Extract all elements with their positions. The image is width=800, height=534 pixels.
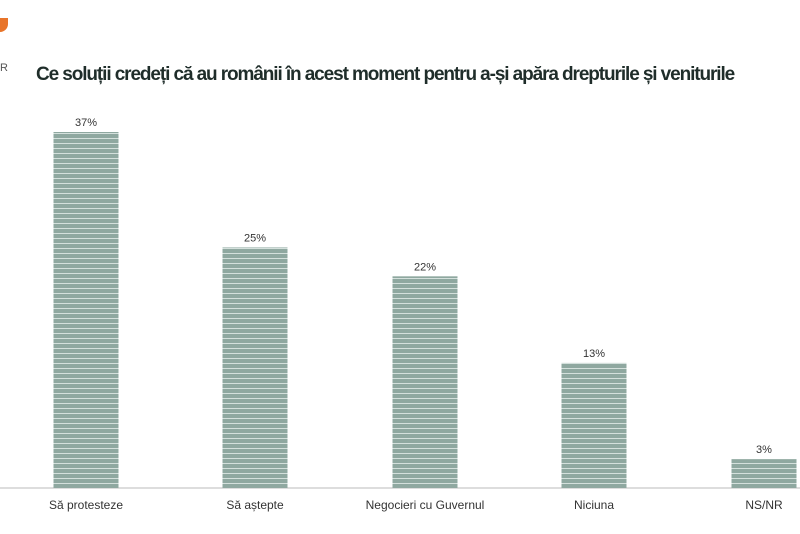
data-label: 25% [244, 232, 266, 244]
bar [731, 459, 797, 488]
logo-icon [0, 18, 8, 32]
data-label: 22% [414, 261, 436, 273]
category-label: Niciuna [574, 498, 614, 512]
data-label: 3% [756, 444, 772, 456]
bar [222, 247, 288, 488]
bar [392, 276, 458, 488]
bar [561, 362, 627, 488]
category-label: NS/NR [745, 498, 783, 512]
category-label: Să aștepte [226, 498, 284, 512]
logo-text: R [0, 62, 8, 74]
category-label: Să protesteze [49, 498, 123, 512]
data-label: 13% [583, 348, 605, 360]
bar [53, 132, 119, 488]
category-label: Negocieri cu Guvernul [366, 498, 485, 512]
chart-title: Ce soluții credeți că au românii în aces… [36, 64, 735, 85]
data-label: 37% [75, 117, 97, 129]
